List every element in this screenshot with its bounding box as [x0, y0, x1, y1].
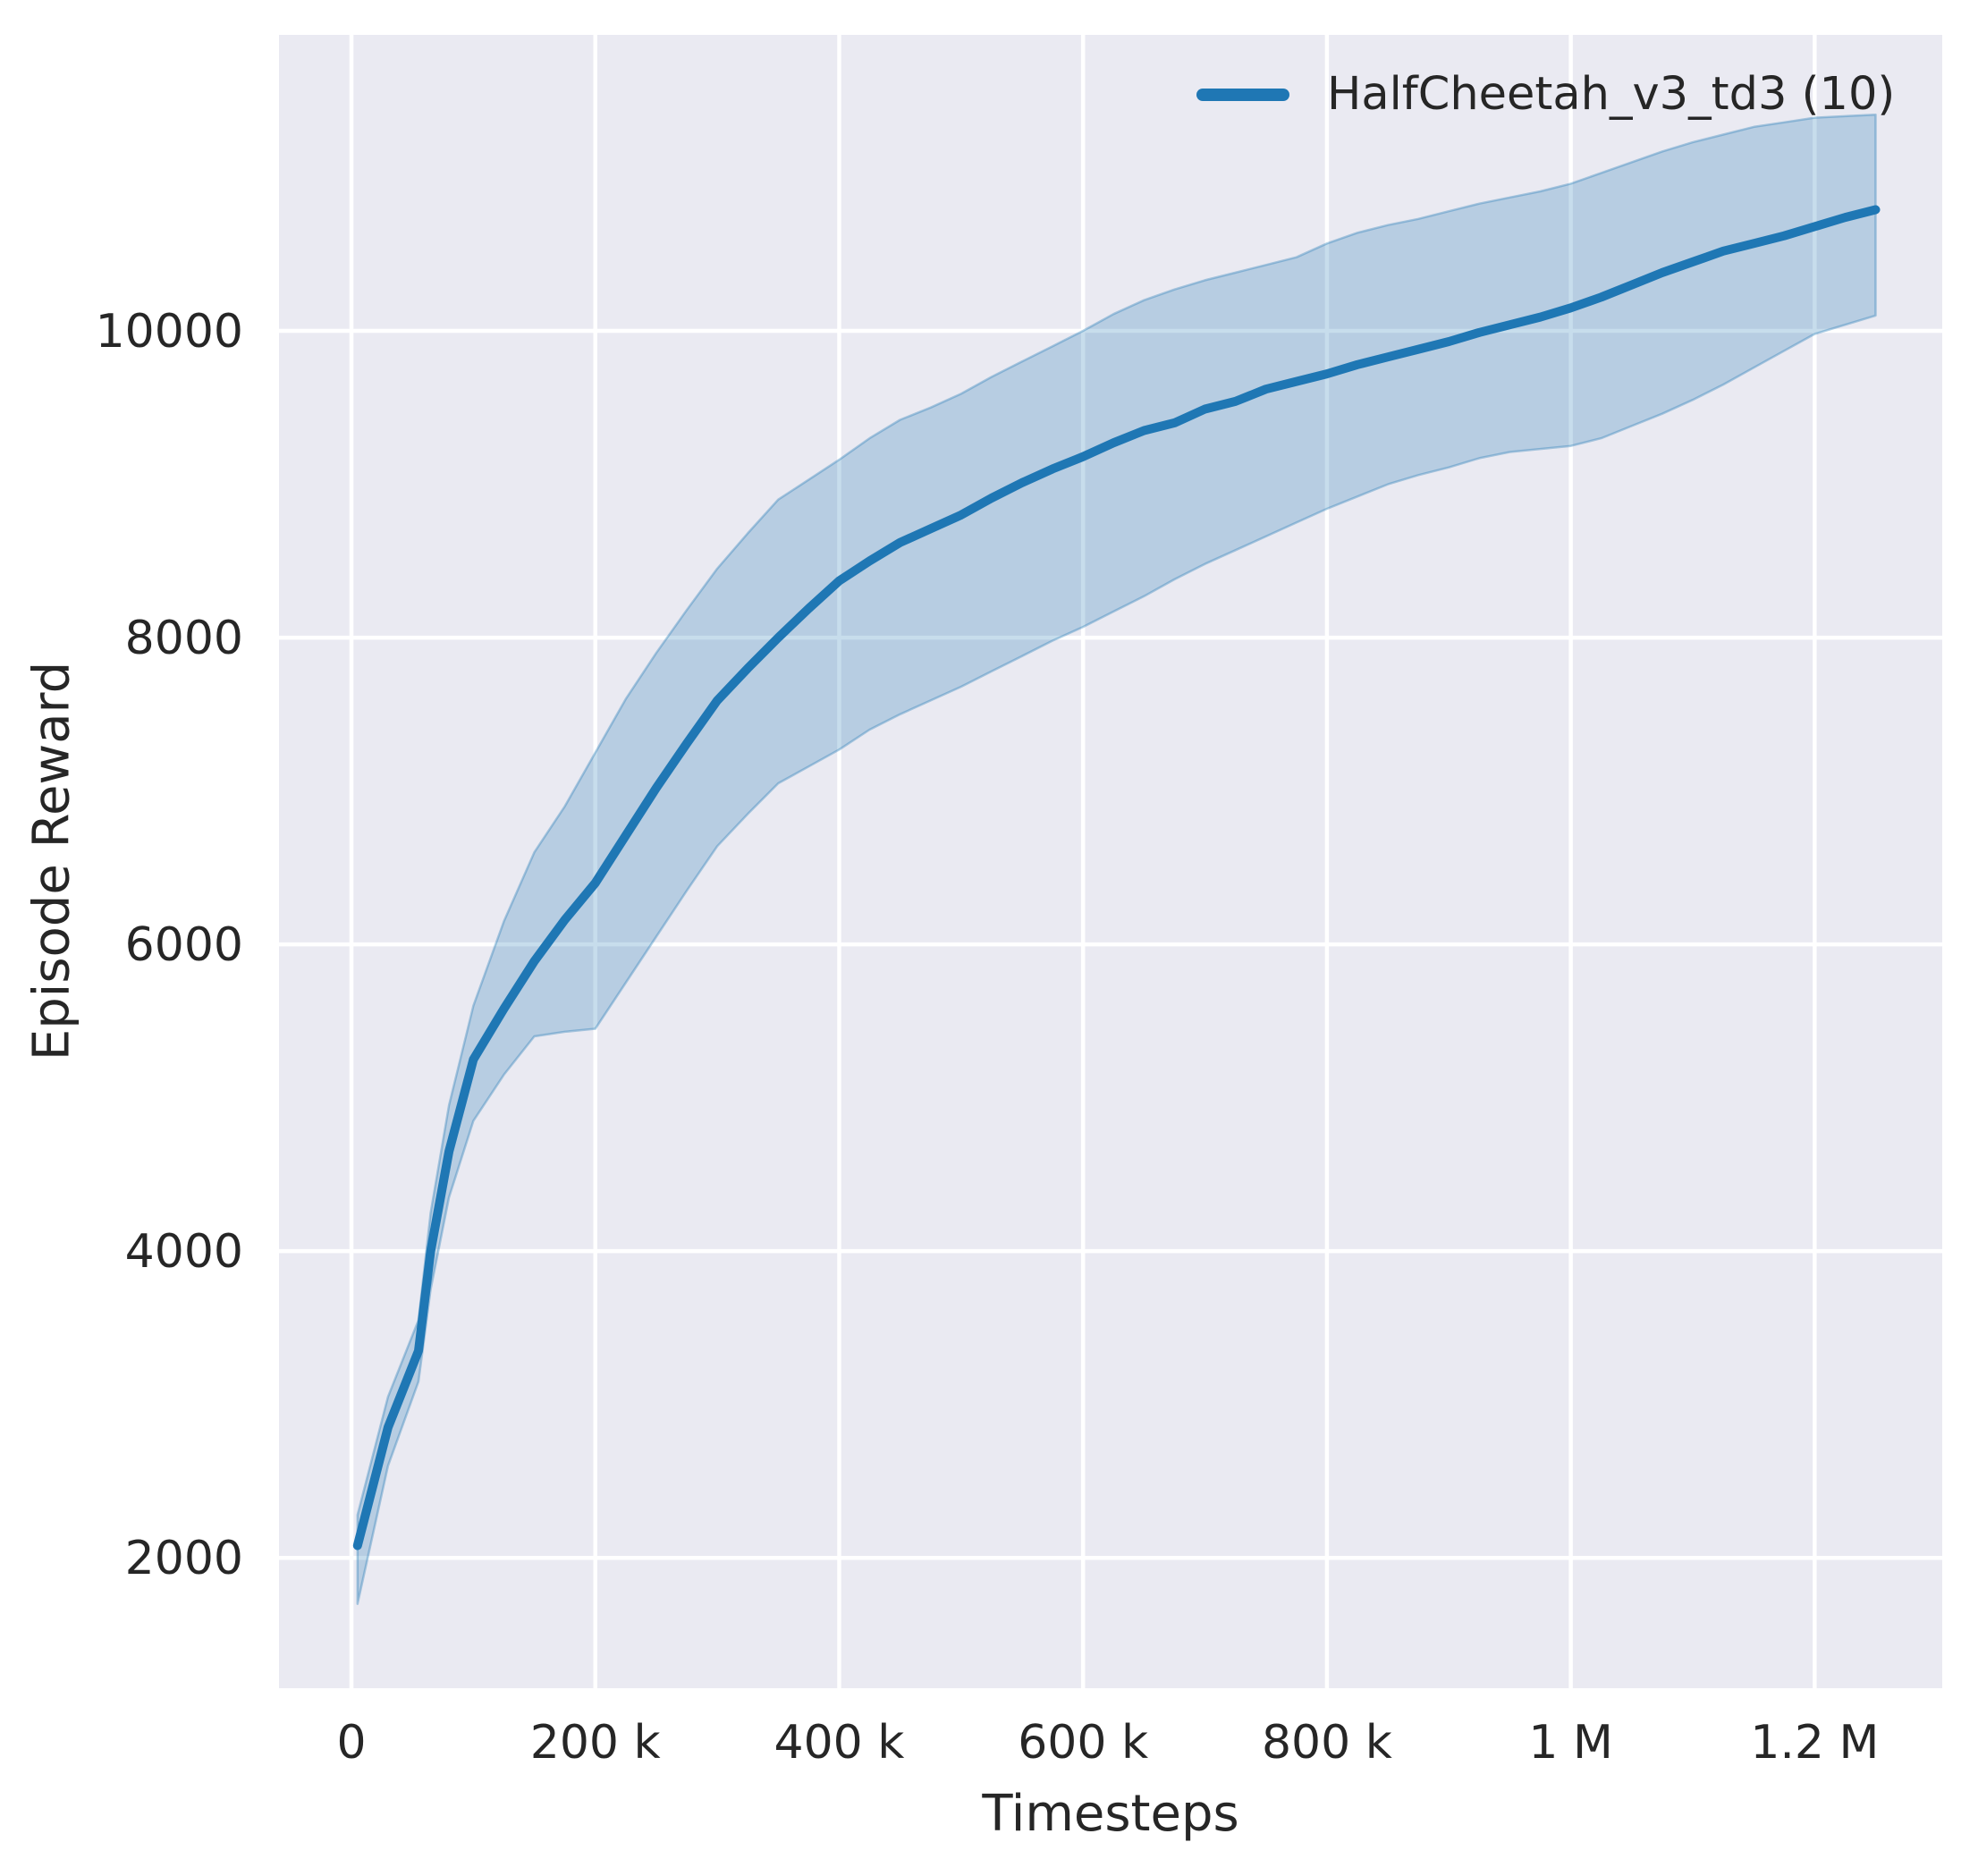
legend-label: HalfCheetah_v3_td3 (10): [1327, 68, 1896, 121]
x-tick-label: 800 k: [1262, 1716, 1392, 1770]
legend: HalfCheetah_v3_td3 (10): [1196, 68, 1895, 121]
x-tick-label: 400 k: [774, 1716, 905, 1770]
y-tick-label: 8000: [125, 612, 243, 665]
x-axis-label: Timesteps: [982, 1785, 1239, 1843]
y-tick-label: 2000: [125, 1532, 243, 1585]
x-tick-label: 1.2 M: [1750, 1716, 1879, 1770]
x-tick-label: 200 k: [530, 1716, 661, 1770]
plot-background: [279, 35, 1942, 1688]
mean-line: [352, 205, 1881, 1551]
x-tick-label: 600 k: [1018, 1716, 1148, 1770]
y-tick-label: 4000: [125, 1225, 243, 1279]
y-axis-label: Episode Reward: [22, 661, 81, 1061]
x-tick-label: 1 M: [1528, 1716, 1612, 1770]
legend-line-swatch: [1196, 88, 1289, 101]
y-tick-label: 6000: [125, 918, 243, 972]
y-tick-label: 10000: [96, 305, 243, 359]
confidence-band: [356, 113, 1877, 1605]
x-tick-label: 0: [336, 1716, 366, 1770]
